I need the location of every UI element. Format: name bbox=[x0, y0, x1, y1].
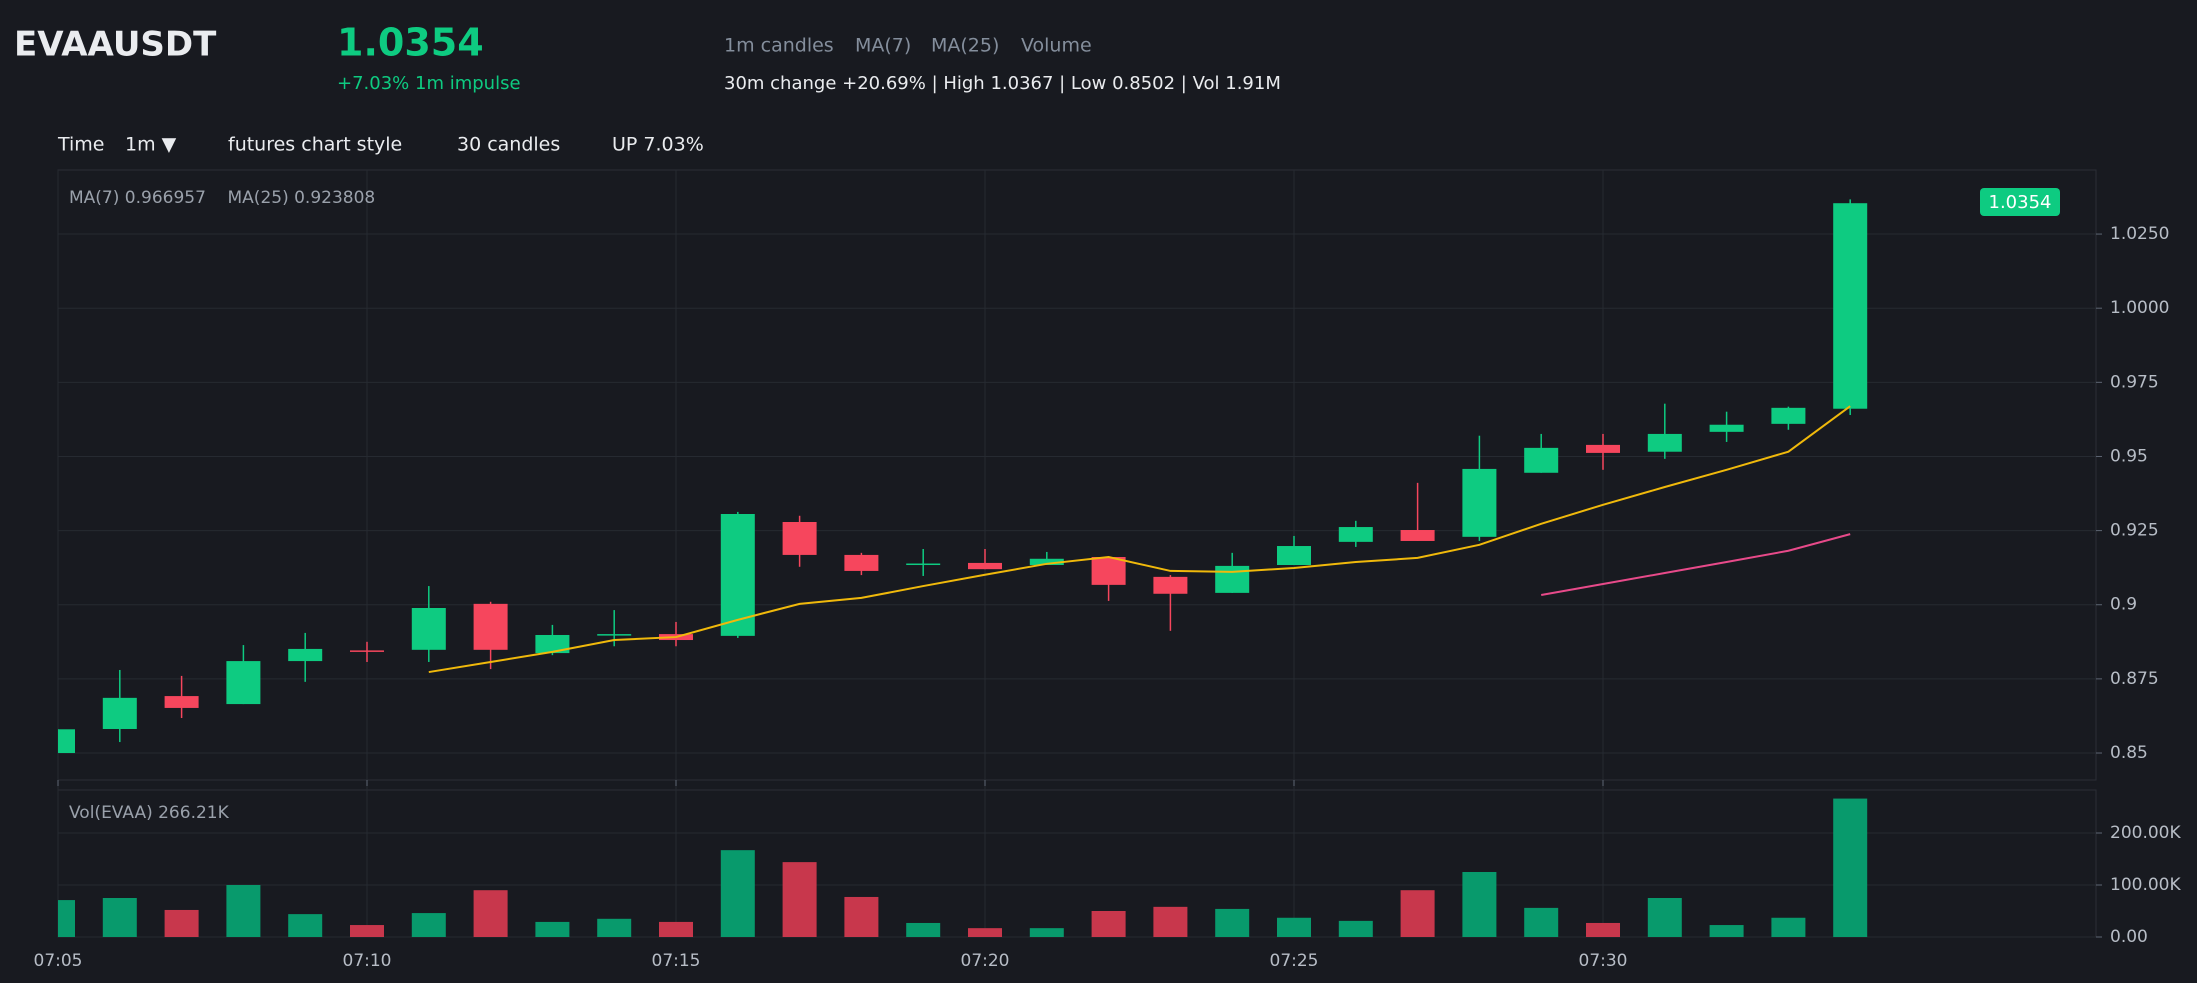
candle-body bbox=[58, 729, 75, 754]
volume-bar bbox=[1833, 798, 1868, 937]
y-tick-label: 100.00K bbox=[2110, 875, 2181, 895]
candle-body bbox=[226, 661, 261, 705]
volume-bar bbox=[720, 850, 755, 937]
candle-body bbox=[1709, 424, 1744, 432]
volume-bar bbox=[473, 890, 508, 937]
volume-bar bbox=[1400, 890, 1435, 937]
x-tick-label: 07:15 bbox=[652, 951, 701, 971]
volume-bar bbox=[1462, 872, 1497, 937]
candle-body bbox=[844, 554, 879, 571]
x-tick-label: 07:10 bbox=[343, 951, 392, 971]
candle-body bbox=[782, 522, 817, 555]
candle-body bbox=[906, 563, 941, 566]
volume-bar bbox=[1647, 898, 1682, 937]
candle-body bbox=[1771, 407, 1806, 424]
x-tick-label: 07:30 bbox=[1579, 951, 1628, 971]
change: +7.03% 1m impulse bbox=[337, 73, 521, 94]
candle-body bbox=[350, 650, 384, 652]
y-tick-label: 0.95 bbox=[2110, 446, 2148, 466]
volume-bar bbox=[659, 921, 693, 937]
volume-bar bbox=[350, 925, 384, 937]
legend-item[interactable]: Volume bbox=[1021, 35, 1092, 57]
x-tick-label: 07:20 bbox=[961, 951, 1010, 971]
volume-bar bbox=[968, 928, 1002, 937]
legend-item[interactable]: MA(7) bbox=[855, 35, 911, 57]
legend-item[interactable]: 1m candles bbox=[724, 35, 834, 57]
candle-body bbox=[1833, 203, 1868, 409]
volume-bar bbox=[1277, 917, 1311, 937]
y-tick-label: 200.00K bbox=[2110, 823, 2181, 843]
candle-body bbox=[1091, 556, 1126, 585]
volume-bar bbox=[597, 918, 632, 937]
y-tick-label: 1.0000 bbox=[2110, 298, 2169, 318]
candle-body bbox=[1462, 468, 1497, 537]
candle-body bbox=[597, 634, 632, 636]
price-tag bbox=[1980, 188, 2060, 216]
y-tick-label: 0.975 bbox=[2110, 372, 2159, 392]
volume-bar bbox=[1709, 925, 1744, 937]
volume-bar bbox=[102, 898, 137, 937]
candle-body bbox=[473, 603, 508, 650]
toolbar-label: Time bbox=[57, 134, 105, 156]
candle-body bbox=[1524, 447, 1559, 473]
candle-body bbox=[1647, 433, 1682, 452]
volume-bar bbox=[1029, 928, 1064, 937]
legend-item[interactable]: MA(25) bbox=[931, 35, 999, 57]
style-label[interactable]: futures chart style bbox=[228, 134, 402, 156]
volume-bar bbox=[288, 914, 323, 937]
candle-body bbox=[102, 697, 137, 729]
volume-bar bbox=[58, 900, 75, 937]
y-tick-label: 0.00 bbox=[2110, 927, 2148, 947]
count-label: 30 candles bbox=[457, 134, 560, 156]
candle-body bbox=[288, 648, 323, 662]
symbol: EVAAUSDT bbox=[14, 25, 217, 65]
volume-bar bbox=[782, 862, 817, 937]
volume-bar bbox=[906, 922, 941, 937]
y-tick-label: 0.9 bbox=[2110, 595, 2137, 615]
candle-body bbox=[1586, 444, 1620, 453]
candle-body bbox=[411, 608, 446, 650]
candle-body bbox=[1153, 576, 1188, 594]
volume-bar bbox=[226, 885, 261, 937]
price: 1.0354 bbox=[337, 21, 484, 65]
candle-body bbox=[1400, 530, 1435, 541]
volume-bar bbox=[1524, 907, 1559, 937]
y-tick-label: 0.925 bbox=[2110, 521, 2159, 541]
volume-bar bbox=[1215, 908, 1250, 937]
candle-body bbox=[720, 513, 755, 636]
volume-bar bbox=[1091, 911, 1126, 937]
volume-bar bbox=[1771, 917, 1806, 937]
candle-body bbox=[1029, 558, 1064, 566]
x-tick-label: 07:25 bbox=[1270, 951, 1319, 971]
y-tick-label: 0.85 bbox=[2110, 743, 2148, 763]
price-tag-label: 1.0354 bbox=[1989, 192, 2052, 213]
candle-body bbox=[1215, 565, 1250, 593]
y-tick-label: 0.875 bbox=[2110, 669, 2159, 689]
volume-bar bbox=[1153, 906, 1188, 937]
volume-bar bbox=[844, 896, 879, 937]
candle-body bbox=[1277, 546, 1311, 566]
direction-label: UP 7.03% bbox=[612, 134, 704, 156]
candle-body bbox=[164, 696, 199, 708]
x-tick-label: 07:05 bbox=[34, 951, 83, 971]
stats: 30m change +20.69% | High 1.0367 | Low 0… bbox=[724, 73, 1281, 94]
ma-line bbox=[1541, 533, 1851, 596]
volume-label: Vol(EVAA) 266.21K bbox=[69, 803, 230, 823]
ma-label: MA(7) 0.966957 MA(25) 0.923808 bbox=[69, 188, 375, 208]
ma-line bbox=[428, 405, 1851, 674]
volume-bar bbox=[164, 909, 199, 937]
candle-body bbox=[968, 562, 1002, 570]
candle-body bbox=[535, 634, 570, 654]
y-tick-label: 1.0250 bbox=[2110, 224, 2169, 244]
volume-bar bbox=[1338, 920, 1373, 937]
volume-bar bbox=[535, 921, 570, 937]
interval-dropdown[interactable]: 1m ▼ bbox=[125, 134, 177, 156]
volume-bar bbox=[1586, 922, 1620, 937]
candle-body bbox=[1338, 527, 1373, 542]
volume-bar bbox=[411, 913, 446, 937]
